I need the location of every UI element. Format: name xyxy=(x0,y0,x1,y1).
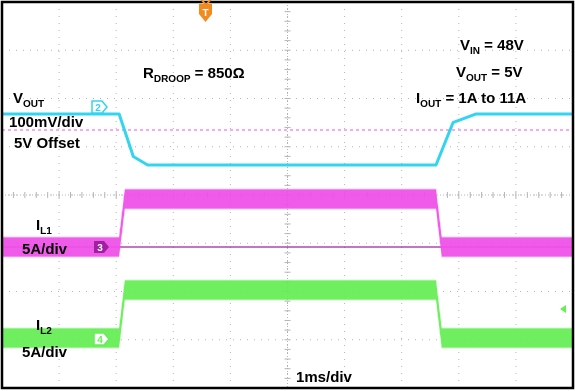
trace-il2-noise xyxy=(1,279,573,349)
trace-vout xyxy=(2,112,573,167)
iout-sub: OUT xyxy=(420,99,441,110)
vin-sub: IN xyxy=(470,46,480,57)
vout-annotation: VOUT = 5V xyxy=(456,64,523,84)
ch4-marker: 4 xyxy=(93,332,110,346)
ch2-marker: 2 xyxy=(91,100,108,114)
ch3-name-sub: L1 xyxy=(40,226,52,237)
ch3-name-main: I xyxy=(36,217,40,234)
ch2-scale: 100mV/div xyxy=(9,114,84,131)
ch4-name-sub: L2 xyxy=(40,326,52,337)
ch4-marker-label: 4 xyxy=(97,335,103,346)
iout-annotation: IOUT = 1A to 11A xyxy=(416,90,526,110)
ch2-marker-label: 2 xyxy=(95,103,101,114)
ch4-name-main: I xyxy=(36,317,40,334)
rdroop-value: = 850Ω xyxy=(191,65,245,82)
ch2-name-sub: OUT xyxy=(23,99,44,110)
ch2-name-main: V xyxy=(13,90,23,107)
right-edge-marker xyxy=(560,305,566,313)
ch4-name: IL2 xyxy=(36,317,52,337)
rdroop-sub: DROOP xyxy=(154,74,191,85)
waveforms xyxy=(1,112,573,349)
iout-value: = 1A to 11A xyxy=(441,90,526,107)
ch3-marker-label: 3 xyxy=(97,243,103,254)
ch3-marker: 3 xyxy=(94,241,109,254)
vin-main: V xyxy=(460,37,470,54)
vout-main: V xyxy=(456,64,466,81)
rdroop-annotation: RDROOP = 850Ω xyxy=(143,65,245,85)
ch2-name: VOUT xyxy=(13,90,44,110)
ch4-scale: 5A/div xyxy=(22,344,68,361)
trigger-marker: T xyxy=(199,0,212,22)
rdroop-main: R xyxy=(143,65,154,82)
ch3-name: IL1 xyxy=(36,217,52,237)
ch2-offset: 5V Offset xyxy=(14,135,80,152)
vin-value: = 48V xyxy=(480,37,524,54)
vout-sub: OUT xyxy=(466,73,487,84)
ch3-scale: 5A/div xyxy=(22,241,68,258)
timebase-label: 1ms/div xyxy=(296,369,353,386)
vout-value: = 5V xyxy=(487,64,522,81)
iout-main: I xyxy=(416,90,420,107)
vin-annotation: VIN = 48V xyxy=(460,37,524,57)
trigger-marker-label: T xyxy=(202,8,208,19)
